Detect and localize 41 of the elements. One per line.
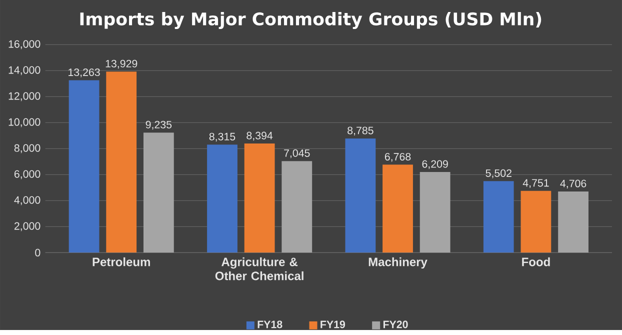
bar [207,144,238,252]
data-label: 5,502 [486,169,512,178]
y-tick-label: 12,000 [8,92,40,101]
x-tick-label: Agriculture & Other Chemical [215,257,304,280]
bar [520,190,552,252]
y-tick-label: 8,000 [14,144,40,153]
y-tick-label: 2,000 [14,222,40,231]
bar [106,71,137,252]
data-label: 6,209 [422,160,448,169]
data-label: 7,045 [284,149,310,158]
data-label: 13,263 [68,68,100,78]
data-label: 8,315 [209,132,236,142]
y-tick-label: 10,000 [8,118,40,127]
data-label: 13,929 [106,60,138,68]
bar [420,172,450,252]
legend-label: FY19 [320,320,346,328]
x-tick-label: Food [522,257,550,266]
bar [68,80,100,252]
bar [345,138,376,252]
bar [244,143,275,252]
bar [483,180,514,252]
bar [143,132,174,252]
y-tick-label: 6,000 [14,170,40,179]
data-label: 8,394 [246,132,273,140]
bar [382,164,413,252]
y-tick-label: 16,000 [8,40,40,49]
y-tick-label: 4,000 [14,196,40,205]
y-tick-label: 14,000 [8,66,40,75]
chart-title: Imports by Major Commodity Groups (USD Mln) [80,12,542,29]
x-tick-label: Machinery [368,257,428,268]
x-tick-label: Petroleum [92,257,150,266]
data-label: 8,785 [348,126,374,136]
data-label: 6,768 [384,152,411,162]
y-tick-label: 0 [35,248,40,256]
bar [282,160,312,252]
legend-label: FY18 [258,320,282,328]
bar [558,191,588,252]
data-label: 4,751 [522,179,549,188]
legend-label: FY20 [383,320,408,328]
data-label: 9,235 [146,120,172,130]
data-label: 4,706 [560,180,586,188]
